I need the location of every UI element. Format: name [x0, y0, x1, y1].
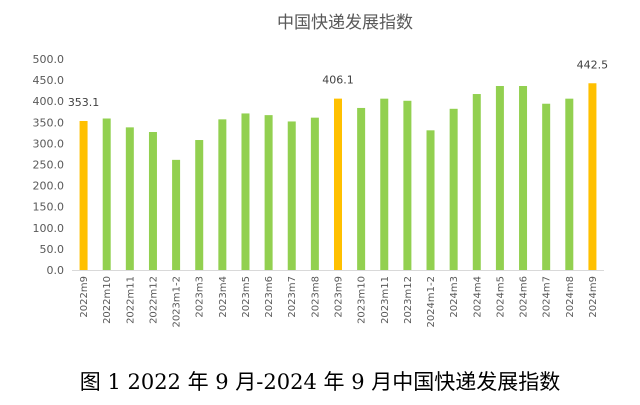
x-tick-label: 2022m10	[102, 276, 113, 324]
bar	[310, 117, 319, 270]
bar	[542, 103, 551, 270]
x-tick-label: 2022m12	[148, 276, 159, 324]
y-tick-label: 300.0	[33, 137, 65, 150]
bar	[102, 118, 111, 270]
x-tick-label: 2024m7	[542, 276, 553, 318]
bar	[357, 107, 366, 270]
x-tick-label: 2024m9	[588, 276, 599, 318]
y-tick-label: 50.0	[40, 243, 65, 256]
bar-series	[79, 83, 597, 271]
bar	[495, 86, 504, 270]
bar	[148, 132, 157, 270]
x-tick-label: 2023m5	[241, 276, 252, 318]
x-tick-label: 2023m3	[195, 276, 206, 318]
bar	[380, 98, 389, 270]
bar	[125, 127, 134, 270]
y-tick-label: 100.0	[33, 222, 65, 235]
bar	[403, 100, 412, 270]
bar	[472, 94, 481, 270]
x-tick-label: 2024m3	[449, 276, 460, 318]
x-tick-label: 2023m6	[264, 276, 275, 318]
bar	[79, 120, 88, 271]
bar	[334, 98, 342, 270]
bar	[218, 119, 227, 270]
data-label: 442.5	[577, 58, 609, 71]
bar	[565, 98, 574, 270]
y-axis: 0.0 50.0 100.0 150.0 200.0 250.0 300.0 350.0 400…	[33, 53, 65, 277]
bar	[426, 130, 435, 270]
bar	[264, 115, 273, 270]
x-tick-label: 2024m4	[472, 276, 483, 318]
x-tick-label: 2022m9	[79, 276, 90, 318]
bar	[519, 86, 528, 270]
bar-chart: 中国快递发展指数 0.0 50.0 100.0 150.0 200.0 250.0 300.…	[33, 13, 609, 328]
data-labels: 353.1 406.1 442.5	[68, 58, 608, 109]
x-tick-label: 2023m7	[287, 276, 298, 318]
bar	[287, 121, 296, 271]
data-label: 406.1	[322, 74, 354, 87]
x-tick-label: 2023m4	[218, 276, 229, 318]
y-tick-label: 0.0	[47, 264, 65, 277]
x-tick-label: 2023m1-2	[172, 276, 183, 328]
x-tick-label: 2023m10	[357, 276, 368, 324]
x-tick-label: 2024m8	[565, 276, 576, 318]
x-tick-label: 2024m1-2	[426, 276, 437, 328]
x-tick-label: 2022m11	[125, 276, 136, 324]
bar	[241, 113, 250, 270]
bar	[449, 108, 458, 270]
data-label: 353.1	[68, 96, 100, 109]
y-tick-label: 200.0	[33, 180, 65, 193]
x-tick-label: 2023m11	[380, 276, 391, 324]
y-tick-label: 150.0	[33, 201, 65, 214]
y-tick-label: 500.0	[33, 53, 65, 66]
x-tick-label: 2023m9	[334, 276, 345, 318]
bar	[172, 159, 181, 270]
y-tick-label: 450.0	[33, 74, 65, 87]
x-tick-label: 2023m8	[310, 276, 321, 318]
x-axis-labels: 2022m9 2022m10 2022m11 2022m12 2023m1-2 2023m…	[79, 276, 599, 328]
bar	[195, 140, 204, 270]
figure-caption: 图 1 2022 年 9 月-2024 年 9 月中国快递发展指数	[79, 370, 561, 394]
x-tick-label: 2023m12	[403, 276, 414, 324]
x-tick-label: 2024m6	[519, 276, 530, 318]
y-tick-label: 350.0	[33, 116, 65, 129]
x-tick-label: 2024m5	[495, 276, 506, 318]
y-tick-label: 400.0	[33, 95, 65, 108]
chart-title: 中国快递发展指数	[277, 13, 413, 33]
bar	[588, 83, 597, 270]
y-tick-label: 250.0	[33, 159, 65, 172]
